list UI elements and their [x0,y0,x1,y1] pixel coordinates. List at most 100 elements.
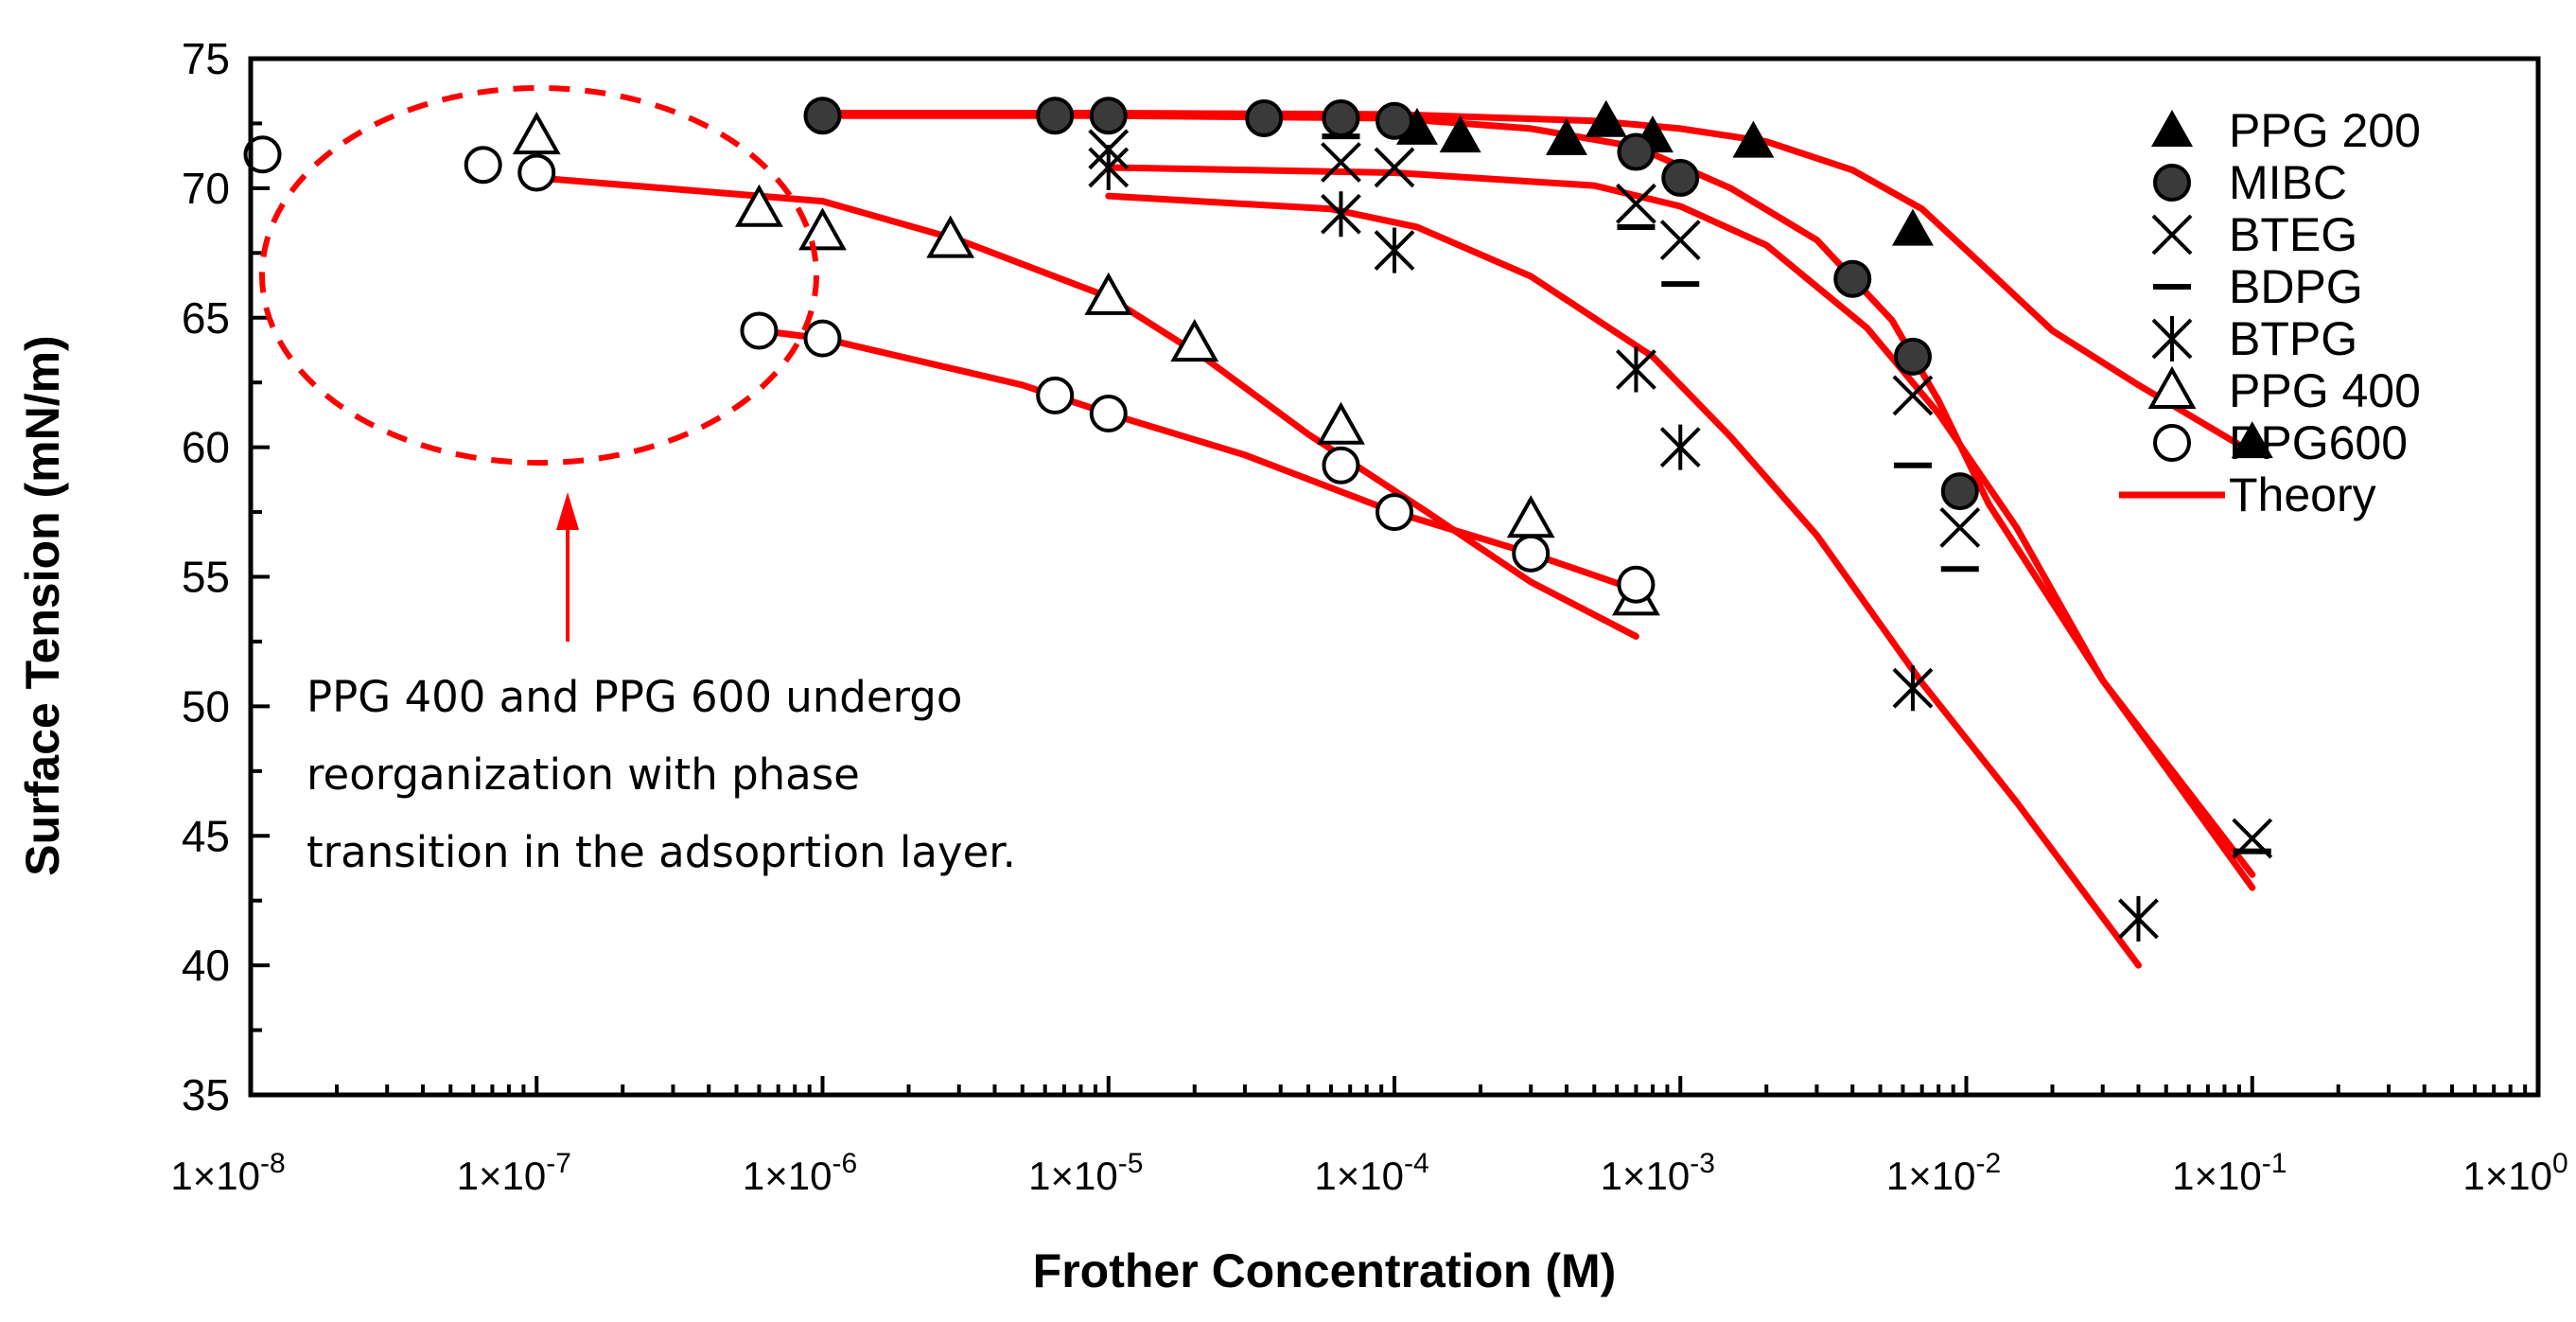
theory-curve [1105,164,2256,878]
x-tick-label: 1×10-6 [743,1148,857,1198]
marker-filled-triangle [2231,421,2273,459]
legend-entry: MIBC [2153,156,2347,209]
y-tick-label: 70 [182,164,230,213]
phase-transition-annotation: PPG 400 and PPG 600 undergo reorganizati… [259,85,1016,877]
x-tick-label: 1×10-4 [1314,1148,1428,1198]
marker-open-circle [1322,446,1360,485]
marker-x [1616,183,1656,224]
series-ppg600 [243,135,1656,604]
marker-open-circle [243,135,282,174]
marker-open-circle [740,311,779,350]
marker-open-circle [1617,565,1656,604]
legend-entry: BDPG [2153,260,2363,313]
x-tick-label: 1×10-1 [2172,1148,2287,1198]
y-tick-label: 60 [182,423,230,472]
marker-filled-circle [1940,472,1979,511]
highlight-ellipse [259,85,819,466]
marker-open-triangle [926,215,975,258]
y-axis-label: Surface Tension (mN/m) [16,335,69,875]
y-tick-label: 35 [182,1070,230,1119]
annotation-line-2: reorganization with phase [307,749,860,800]
marker-filled-circle [1833,259,1872,298]
y-tick-label: 50 [182,681,230,731]
marker-open-circle [517,153,556,192]
legend-label: PPG 400 [2229,364,2421,417]
legend-entry: Theory [2119,468,2376,521]
marker-asterisk [1616,346,1656,393]
marker-x [1939,507,1981,548]
marker-open-triangle [1317,401,1365,445]
marker-x [1321,142,1361,183]
legend-entry: PPG 400 [2147,364,2421,417]
marker-filled-circle [1893,337,1932,376]
legend-label: PPG 200 [2229,104,2421,157]
marker-open-triangle [1170,319,1219,362]
plot-area-frame [248,56,2541,1098]
marker-open-circle [1089,395,1128,433]
marker-filled-circle [1376,101,1413,140]
marker-open-triangle [2147,365,2197,409]
y-tick-label: 40 [182,941,230,990]
marker-filled-circle [1617,132,1656,171]
marker-asterisk [2151,316,2193,361]
marker-asterisk [1659,424,1701,470]
legend-label: MIBC [2229,156,2347,209]
series-btpg [1088,144,2159,942]
series-bteg [1088,129,2273,859]
legend-label: Theory [2229,468,2376,521]
marker-filled-circle [1661,158,1700,197]
marker-filled-triangle [1891,208,1934,246]
theory-curve [819,112,2256,891]
x-tick-label: 1×100 [2462,1148,2567,1198]
x-tick-label: 1×10-3 [1601,1148,1715,1198]
marker-asterisk [2118,895,2159,942]
x-tick-label: 1×10-8 [170,1148,285,1198]
marker-asterisk [1892,665,1934,712]
x-axis-label: Frother Concentration (M) [1033,1244,1617,1297]
legend-label: PPG600 [2229,416,2408,469]
marker-asterisk [1321,191,1361,238]
marker-filled-triangle [1732,120,1775,158]
marker-filled-triangle [1545,117,1587,155]
marker-filled-circle [1245,98,1284,137]
axis-ticks [249,57,2540,1097]
theory-curve [755,326,1639,593]
y-tick-labels: 35 40 45 50 55 60 65 70 75 [182,34,230,1119]
y-tick-label: 65 [182,293,230,343]
annotation-arrow-head [556,492,579,530]
marker-open-triangle [512,112,561,155]
legend-label: BDPG [2229,260,2363,313]
marker-open-circle [1512,534,1551,573]
marker-open-triangle [1084,272,1133,315]
marker-filled-circle [1089,97,1128,135]
marker-asterisk [1374,227,1415,273]
marker-x [2151,214,2193,256]
marker-filled-triangle [1395,107,1438,145]
marker-filled-circle [803,97,842,135]
marker-asterisk [1088,144,1130,190]
legend-entry: BTPG [2151,312,2357,365]
legend-entry: PPG 200 [2151,104,2421,157]
marker-open-triangle [735,184,783,227]
marker-open-triangle [798,207,847,251]
marker-filled-triangle [2151,110,2193,147]
marker-open-circle [2153,424,2191,462]
series-mibc [803,97,1979,511]
marker-open-circle [1036,376,1075,414]
y-tick-label: 75 [182,34,230,83]
x-tick-label: 1×10-5 [1028,1148,1143,1198]
data-markers [243,97,2273,942]
y-tick-label: 45 [182,811,230,860]
x-tick-label: 1×10-7 [457,1148,571,1198]
marker-x [1659,220,1701,261]
marker-open-circle [464,146,502,185]
marker-x [1892,375,1934,416]
x-tick-labels: 1×10-8 1×10-7 1×10-6 1×10-5 1×10-4 1×10-3 1×10… [170,1148,2567,1198]
marker-filled-circle [1036,97,1075,135]
marker-filled-triangle [1585,99,1627,137]
legend-label: BTPG [2229,312,2357,365]
marker-open-circle [1376,493,1413,532]
marker-open-triangle [1506,495,1555,538]
